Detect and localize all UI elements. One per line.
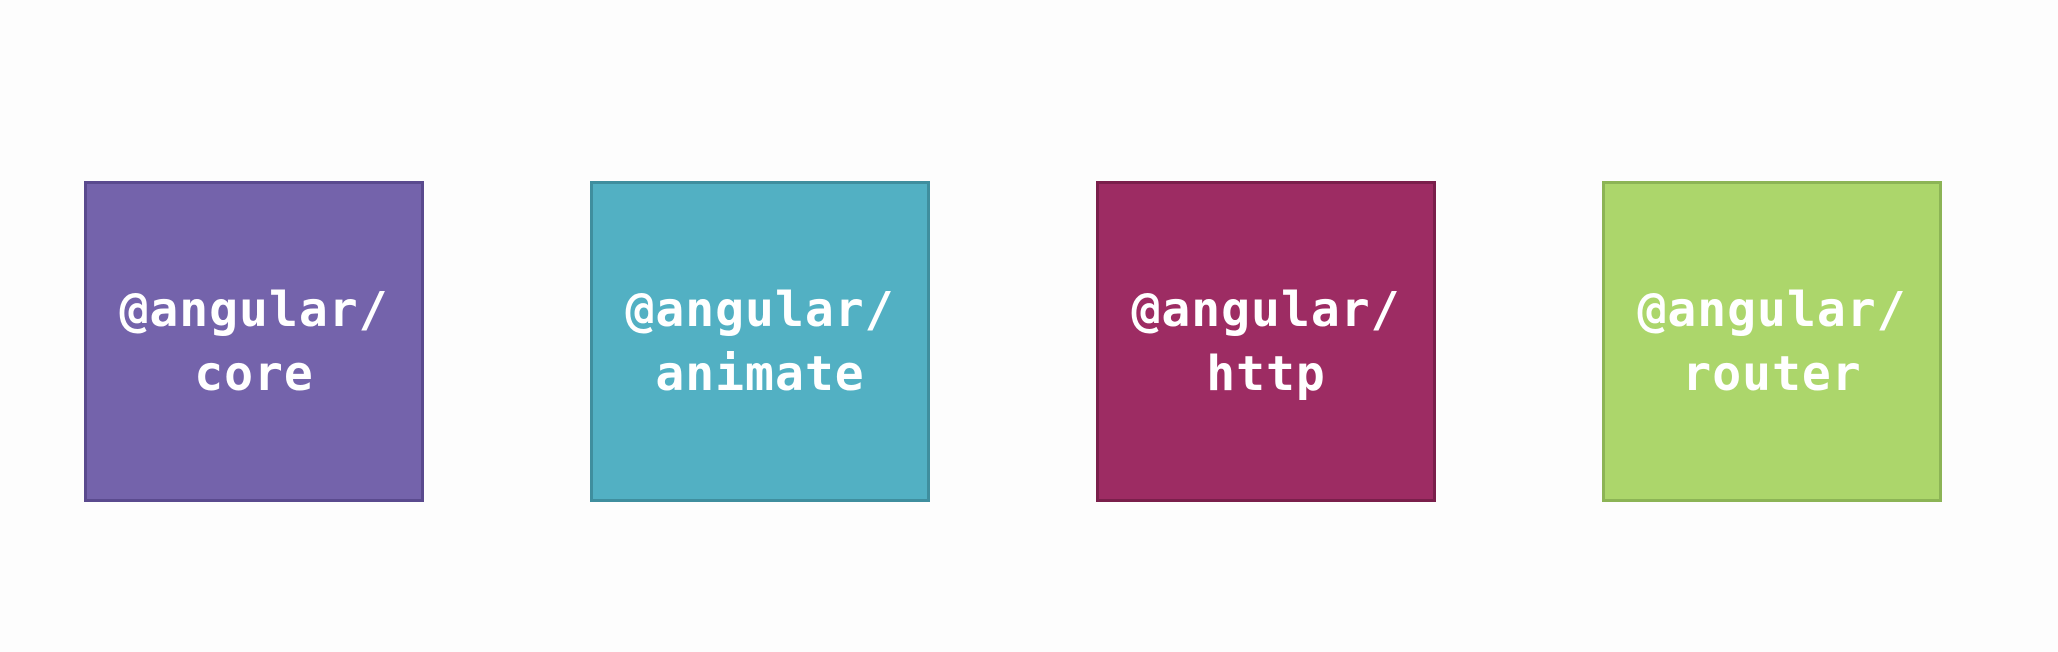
module-box-http: @angular/ http xyxy=(1096,181,1436,502)
module-box-router: @angular/ router xyxy=(1602,181,1942,502)
module-label-http: @angular/ http xyxy=(1131,278,1400,406)
module-label-animate: @angular/ animate xyxy=(625,278,894,406)
module-scope-text: @angular/ xyxy=(1131,281,1401,338)
module-label-router: @angular/ router xyxy=(1637,278,1906,406)
module-scope-text: @angular/ xyxy=(1637,281,1907,338)
module-box-core: @angular/ core xyxy=(84,181,424,502)
module-scope-text: @angular/ xyxy=(119,281,389,338)
module-box-animate: @angular/ animate xyxy=(590,181,930,502)
module-name-text: http xyxy=(1206,345,1326,402)
module-label-core: @angular/ core xyxy=(119,278,388,406)
module-scope-text: @angular/ xyxy=(625,281,895,338)
module-name-text: core xyxy=(194,345,314,402)
module-name-text: animate xyxy=(655,345,865,402)
module-name-text: router xyxy=(1682,345,1862,402)
